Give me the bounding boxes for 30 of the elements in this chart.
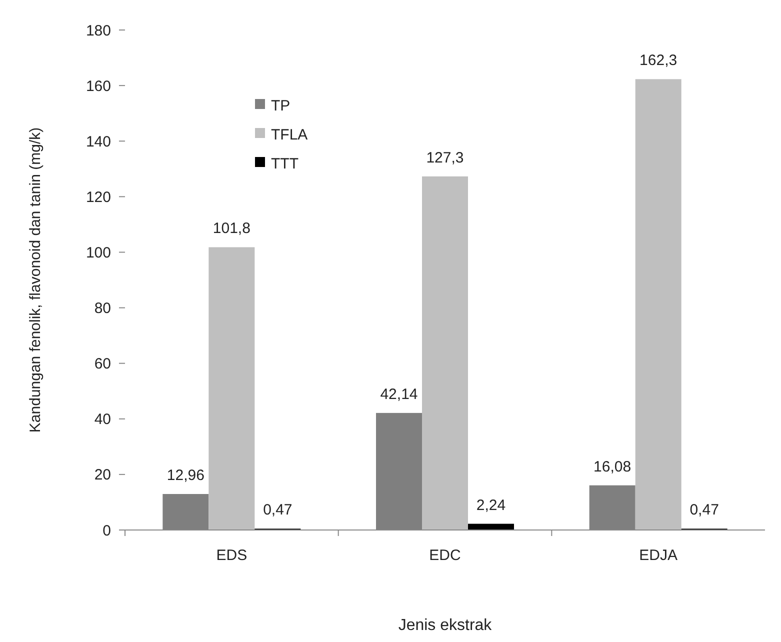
x-tick-label: EDC xyxy=(429,547,461,564)
y-axis-title: Kandungan fenolik, flavonoid dan tanin (mg/k) xyxy=(27,127,44,433)
bar xyxy=(208,247,255,530)
y-tick-label: 120 xyxy=(86,188,111,206)
bar xyxy=(635,79,682,530)
y-tick-label: 20 xyxy=(94,466,111,484)
y-tick-label: 40 xyxy=(94,411,111,428)
y-tick-label: 180 xyxy=(86,22,111,40)
data-label: 101,8 xyxy=(212,220,250,238)
y-tick-label: 60 xyxy=(94,356,111,373)
y-tick-label: 100 xyxy=(86,244,111,262)
data-label: 127,3 xyxy=(426,149,464,166)
x-tick-label: EDS xyxy=(216,547,248,564)
x-tick-label: EDJA xyxy=(639,547,678,564)
data-label: 42,14 xyxy=(380,386,418,403)
data-label: 162,3 xyxy=(640,52,678,70)
data-label: 0,47 xyxy=(690,502,719,519)
data-label: 16,08 xyxy=(594,458,632,476)
y-tick-label: 80 xyxy=(94,300,111,318)
data-label: 12,96 xyxy=(166,467,204,484)
y-tick-label: 160 xyxy=(86,78,111,95)
x-axis-title: Jenis ekstrak xyxy=(398,617,493,634)
y-tick-label: 0 xyxy=(102,522,111,540)
legend-label: TTT xyxy=(271,155,298,172)
legend-label: TP xyxy=(271,97,290,114)
y-tick-label: 140 xyxy=(86,133,111,150)
legend-label: TFLA xyxy=(271,126,308,144)
bar xyxy=(422,176,468,530)
data-label: 2,24 xyxy=(476,496,506,514)
data-label: 0,47 xyxy=(263,502,292,519)
